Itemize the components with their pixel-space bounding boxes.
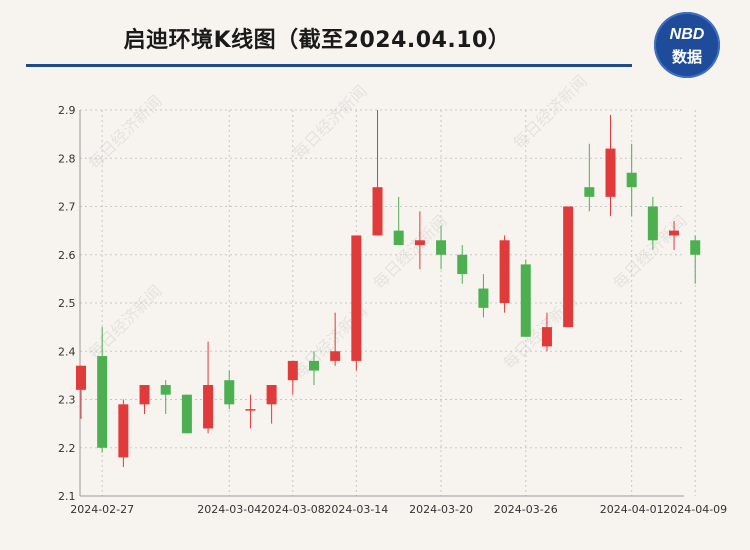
axes bbox=[79, 110, 684, 497]
candle bbox=[266, 385, 277, 424]
candle bbox=[181, 394, 192, 434]
y-tick-label: 2.4 bbox=[58, 345, 76, 358]
nbd-logo: NBD 数据 bbox=[654, 12, 720, 78]
candle bbox=[626, 143, 637, 217]
y-tick-label: 2.7 bbox=[58, 201, 76, 214]
candle bbox=[541, 312, 552, 352]
candle bbox=[584, 143, 595, 212]
candle-body bbox=[563, 206, 574, 328]
watermark-text: 每日经济新闻 bbox=[84, 92, 165, 173]
candle bbox=[308, 351, 319, 386]
candle-body bbox=[118, 404, 129, 458]
candle-body bbox=[139, 385, 150, 405]
candle-body bbox=[414, 240, 425, 246]
y-tick-label: 2.9 bbox=[58, 104, 76, 117]
candle bbox=[372, 110, 383, 236]
candle-body bbox=[393, 230, 404, 246]
candle-body bbox=[245, 409, 256, 411]
candle-body bbox=[541, 327, 552, 347]
candle bbox=[245, 394, 256, 429]
candle-body bbox=[160, 385, 171, 395]
y-tick-label: 2.3 bbox=[58, 394, 76, 407]
candle-body bbox=[203, 385, 214, 429]
y-tick-labels: 2.1 2.2 2.3 2.4 2.5 2.6 2.7 2.8 2.9 bbox=[58, 104, 76, 503]
candle-body bbox=[181, 394, 192, 434]
y-tick-label: 2.5 bbox=[58, 297, 76, 310]
candle bbox=[160, 380, 171, 414]
watermark-text: 每日经济新闻 bbox=[289, 82, 370, 163]
candle-body bbox=[266, 385, 277, 405]
candle bbox=[436, 225, 447, 270]
candle bbox=[393, 196, 404, 246]
candle bbox=[351, 235, 362, 371]
x-tick-label: 2024-03-14 bbox=[324, 503, 388, 516]
y-tick-label: 2.8 bbox=[58, 152, 76, 165]
candle-body bbox=[308, 360, 319, 371]
x-tick-label: 2024-04-09 bbox=[663, 503, 727, 516]
candle bbox=[118, 399, 129, 468]
watermark-text: 每日经济新闻 bbox=[84, 282, 165, 363]
watermark-text: 每日经济新闻 bbox=[509, 72, 590, 153]
candle-body bbox=[76, 365, 86, 390]
candle bbox=[457, 245, 468, 284]
candle-body bbox=[520, 264, 531, 337]
candle bbox=[97, 327, 108, 453]
x-tick-label: 2024-04-01 bbox=[600, 503, 664, 516]
candle-body bbox=[372, 187, 383, 236]
y-tick-label: 2.2 bbox=[58, 442, 76, 455]
x-tick-label: 2024-03-04 bbox=[197, 503, 261, 516]
x-tick-label: 2024-03-20 bbox=[409, 503, 473, 516]
candle-body bbox=[224, 380, 235, 405]
candle bbox=[520, 259, 531, 337]
candle bbox=[224, 370, 235, 410]
candle-body bbox=[669, 230, 680, 236]
title-divider bbox=[26, 64, 632, 67]
x-tick-labels: 2024-02-27 2024-03-04 2024-03-08 2024-03-14… bbox=[70, 503, 727, 516]
candle bbox=[76, 365, 86, 419]
x-tick-label: 2024-03-08 bbox=[261, 503, 325, 516]
candle bbox=[478, 274, 489, 318]
candle-body bbox=[605, 148, 616, 197]
candle-body bbox=[436, 240, 447, 255]
candle bbox=[690, 235, 701, 284]
candle-body bbox=[97, 356, 108, 448]
candle-body bbox=[351, 235, 362, 361]
candle bbox=[499, 235, 510, 313]
candle bbox=[203, 341, 214, 434]
candle-body bbox=[690, 240, 701, 255]
candles bbox=[76, 110, 701, 468]
candle bbox=[563, 206, 574, 328]
candle-body bbox=[626, 172, 637, 188]
candle-body bbox=[499, 240, 510, 303]
x-tick-label: 2024-02-27 bbox=[70, 503, 134, 516]
y-tick-label: 2.1 bbox=[58, 490, 76, 503]
nbd-logo-subtext: 数据 bbox=[671, 48, 702, 66]
candle bbox=[647, 196, 658, 250]
nbd-logo-text: NBD bbox=[669, 26, 705, 43]
candle bbox=[414, 211, 425, 270]
candle-body bbox=[478, 288, 489, 308]
candle bbox=[287, 360, 298, 395]
candle-body bbox=[287, 360, 298, 381]
y-tick-label: 2.6 bbox=[58, 249, 76, 262]
candle-body bbox=[584, 187, 595, 197]
x-tick-label: 2024-03-26 bbox=[494, 503, 558, 516]
candle bbox=[139, 385, 150, 414]
candle bbox=[669, 220, 680, 250]
grid-lines bbox=[80, 109, 696, 496]
candle-body bbox=[330, 351, 341, 361]
candle bbox=[330, 312, 341, 366]
candle bbox=[605, 114, 616, 217]
candle-body bbox=[457, 254, 468, 275]
page-title: 启迪环境K线图（截至2024.04.10） bbox=[123, 28, 511, 53]
candle-body bbox=[647, 206, 658, 241]
